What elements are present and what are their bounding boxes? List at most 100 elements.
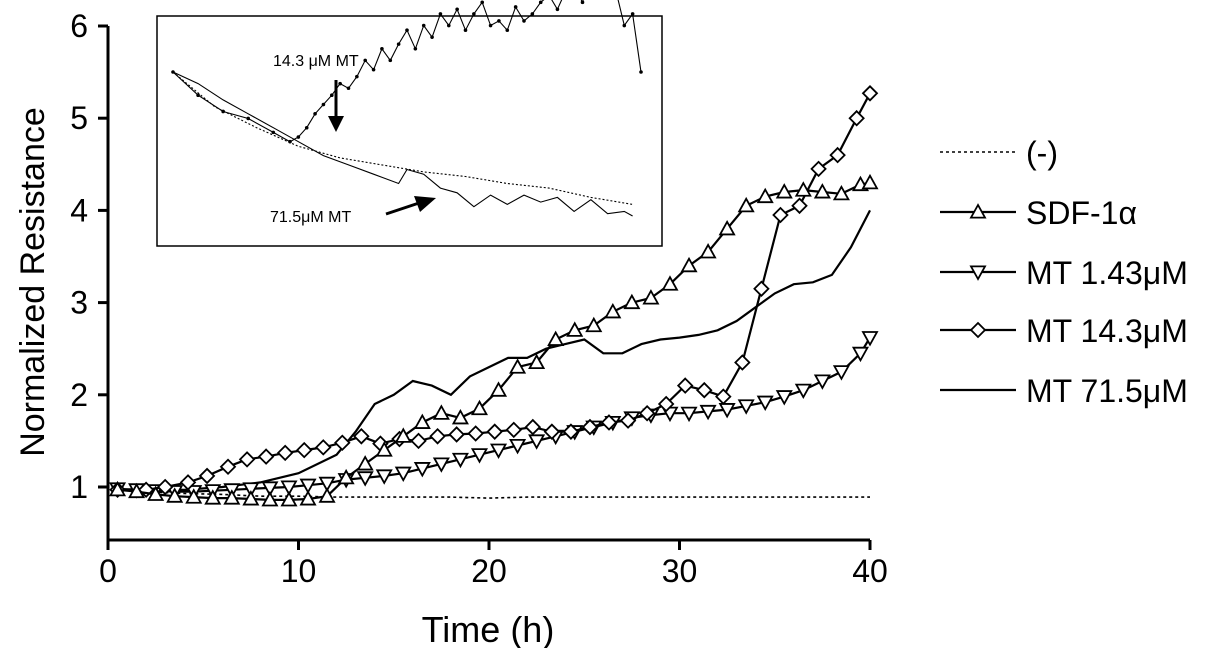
data-point bbox=[861, 173, 879, 190]
legend-item-3: MT 14.3μM bbox=[940, 313, 1188, 349]
inset-data-point bbox=[622, 23, 627, 28]
inset-data-point bbox=[271, 130, 276, 135]
x-tick-label: 40 bbox=[852, 553, 888, 589]
legend-item-0: (-) bbox=[940, 135, 1058, 171]
data-point bbox=[223, 489, 241, 505]
inset-data-point bbox=[338, 81, 342, 86]
data-point bbox=[562, 423, 580, 440]
data-point bbox=[794, 383, 812, 400]
inset-data-point bbox=[480, 0, 485, 5]
data-point bbox=[718, 219, 736, 236]
data-point bbox=[699, 404, 717, 421]
inset-data-point bbox=[413, 46, 418, 51]
data-point bbox=[813, 183, 831, 199]
inset-data-point bbox=[630, 12, 635, 16]
data-point bbox=[451, 408, 469, 425]
x-tick-label: 30 bbox=[662, 553, 698, 589]
data-point bbox=[657, 395, 675, 413]
inset-data-point bbox=[497, 19, 501, 23]
x-tick-label: 10 bbox=[281, 553, 317, 589]
inset-data-point bbox=[329, 93, 334, 98]
data-point bbox=[204, 489, 222, 505]
data-point bbox=[832, 365, 850, 381]
data-point bbox=[581, 418, 599, 436]
data-point bbox=[238, 451, 256, 468]
inset-data-point bbox=[246, 116, 251, 121]
data-point bbox=[295, 441, 313, 459]
inset-data-point bbox=[388, 58, 393, 63]
data-point bbox=[528, 434, 546, 450]
y-tick-label: 1 bbox=[70, 469, 88, 505]
data-point bbox=[185, 488, 203, 504]
data-point bbox=[394, 427, 412, 443]
data-point bbox=[756, 187, 774, 204]
inset-annotation-14: 14.3 μM MT bbox=[273, 53, 359, 70]
y-tick-label: 2 bbox=[70, 377, 88, 413]
series-3 bbox=[109, 85, 879, 499]
inset-annotation-71: 71.5μM MT bbox=[270, 209, 351, 226]
series-line bbox=[117, 488, 870, 499]
x-tick-label: 20 bbox=[471, 553, 507, 589]
data-point bbox=[737, 196, 755, 213]
series-1 bbox=[108, 173, 879, 507]
inset-data-point bbox=[538, 0, 543, 5]
data-point bbox=[813, 374, 831, 390]
legend-marker bbox=[969, 203, 987, 219]
data-point bbox=[413, 413, 431, 429]
inset-arrowhead-71 bbox=[414, 196, 436, 212]
data-point bbox=[280, 480, 298, 496]
data-point bbox=[734, 354, 751, 371]
data-point bbox=[604, 302, 622, 319]
inset-data-point bbox=[463, 28, 468, 32]
data-point bbox=[261, 481, 279, 497]
data-point bbox=[585, 316, 603, 333]
inset-data-point bbox=[421, 23, 426, 28]
data-point bbox=[600, 414, 618, 431]
data-point bbox=[156, 478, 174, 496]
data-point bbox=[299, 478, 317, 495]
data-point bbox=[756, 395, 774, 412]
x-axis-label: Time (h) bbox=[422, 609, 555, 648]
inset-arrow-71 bbox=[385, 200, 423, 216]
data-point bbox=[179, 474, 197, 491]
data-point bbox=[715, 388, 732, 405]
data-point bbox=[257, 448, 275, 465]
inset-series-line bbox=[172, 71, 633, 205]
data-point bbox=[147, 485, 165, 501]
y-tick-label: 6 bbox=[70, 8, 88, 44]
data-point bbox=[451, 452, 469, 469]
inset-panel: 14.3 μM MT 71.5μM MT bbox=[156, 0, 663, 247]
inset-arrowhead-14 bbox=[328, 116, 344, 132]
data-point bbox=[276, 444, 294, 462]
data-point bbox=[429, 428, 446, 445]
inset-data-point bbox=[405, 28, 409, 32]
data-point bbox=[108, 480, 127, 497]
inset-data-point bbox=[363, 58, 368, 63]
axes: 0 10 20 30 40 1 2 3 4 5 6 bbox=[70, 8, 888, 589]
inset-data-point bbox=[438, 12, 443, 16]
data-point bbox=[566, 321, 584, 337]
data-point bbox=[489, 381, 508, 397]
data-point bbox=[695, 381, 713, 399]
data-point bbox=[314, 439, 332, 456]
inset-data-point bbox=[396, 42, 401, 46]
data-point bbox=[261, 491, 279, 507]
data-point bbox=[775, 183, 793, 199]
inset-data-point bbox=[488, 23, 493, 28]
data-point bbox=[861, 331, 879, 347]
series-2 bbox=[108, 331, 879, 501]
data-point bbox=[470, 399, 489, 416]
inset-data-point bbox=[472, 12, 476, 16]
legend-label: MT 71.5μM bbox=[1026, 373, 1188, 409]
data-point bbox=[524, 418, 542, 436]
inset-data-point bbox=[221, 109, 225, 114]
inset-data-point bbox=[346, 86, 351, 91]
data-point bbox=[128, 482, 146, 499]
inset-data-point bbox=[580, 0, 585, 5]
data-point bbox=[509, 439, 527, 455]
data-point bbox=[375, 441, 393, 457]
y-tick-label: 4 bbox=[70, 192, 88, 228]
inset-frame bbox=[156, 15, 663, 247]
data-point bbox=[467, 425, 484, 442]
legend: (-) SDF-1α MT 1.43μM MT 14.3μM MT 71.5μM bbox=[940, 135, 1188, 409]
